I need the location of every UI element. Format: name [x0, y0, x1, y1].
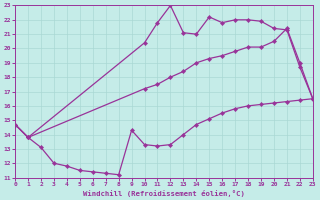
- X-axis label: Windchill (Refroidissement éolien,°C): Windchill (Refroidissement éolien,°C): [83, 190, 245, 197]
